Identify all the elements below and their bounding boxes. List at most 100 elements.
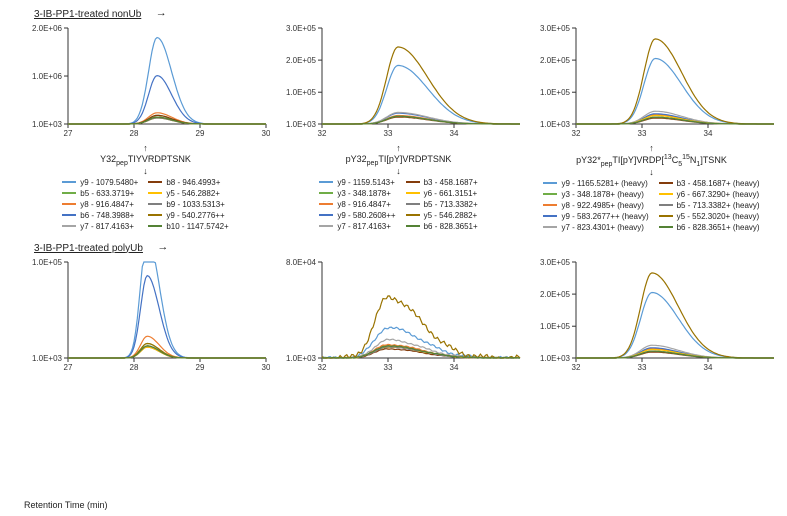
- legend-item: y9 - 583.2677++ (heavy): [543, 212, 648, 221]
- legend-item: y6 - 667.3290+ (heavy): [659, 190, 760, 199]
- legend-label: y3 - 348.1878+: [337, 189, 391, 198]
- svg-text:33: 33: [384, 363, 393, 372]
- svg-text:1.0E+03: 1.0E+03: [286, 120, 317, 129]
- legend-label: y9 - 1165.5281+ (heavy): [561, 179, 647, 188]
- bottom-row: 1.0E+031.0E+05272829301.0E+038.0E+043233…: [22, 256, 775, 376]
- svg-text:3.0E+05: 3.0E+05: [540, 258, 571, 267]
- legend-label: y6 - 667.3290+ (heavy): [677, 190, 760, 199]
- legend-label: y8 - 916.4847+: [80, 200, 134, 209]
- top-section-text: 3-IB-PP1-treated nonUb: [34, 9, 141, 20]
- legend-item: y3 - 348.1878+ (heavy): [543, 190, 648, 199]
- ion-legend: y9 - 1079.5480+b8 - 946.4993+b5 - 633.37…: [62, 178, 228, 231]
- top-section-label: 3-IB-PP1-treated nonUb →: [28, 4, 775, 22]
- legend-swatch: [659, 204, 673, 206]
- bottom-section-label: 3-IB-PP1-treated polyUb →: [28, 238, 775, 256]
- legend-label: b6 - 748.3988+: [80, 211, 134, 220]
- svg-text:1.0E+05: 1.0E+05: [286, 88, 317, 97]
- legend-swatch: [148, 192, 162, 194]
- legend-item: y3 - 348.1878+: [319, 189, 395, 198]
- legend-swatch: [62, 203, 76, 205]
- column-header: ↑pY32pepTI[pY]VRDPTSNK↓y9 - 1159.5143+b3…: [275, 144, 522, 232]
- svg-text:32: 32: [572, 363, 581, 372]
- chromatogram-panel: 1.0E+031.0E+062.0E+0627282930: [22, 22, 270, 142]
- legend-label: b5 - 633.3719+: [80, 189, 134, 198]
- svg-text:29: 29: [196, 129, 205, 138]
- ion-legend: y9 - 1159.5143+b3 - 458.1687+y3 - 348.18…: [319, 178, 477, 231]
- arrow-down-icon: ↓: [396, 167, 401, 175]
- svg-text:30: 30: [262, 129, 270, 138]
- column-header: ↑pY32*pepTI[pY]VRDP[13C515N1]TSNK↓y9 - 1…: [528, 144, 775, 232]
- svg-text:2.0E+05: 2.0E+05: [540, 56, 571, 65]
- legend-swatch: [148, 225, 162, 227]
- arrow-icon: →: [156, 7, 167, 19]
- svg-text:3.0E+05: 3.0E+05: [286, 24, 317, 33]
- legend-label: y3 - 348.1878+ (heavy): [561, 190, 644, 199]
- legend-item: y9 - 540.2776++: [148, 211, 228, 220]
- bottom-section-text: 3-IB-PP1-treated polyUb: [34, 243, 143, 254]
- svg-text:1.0E+03: 1.0E+03: [286, 354, 317, 363]
- svg-text:34: 34: [450, 129, 459, 138]
- legend-label: y5 - 552.3020+ (heavy): [677, 212, 760, 221]
- chromatogram-panel: 1.0E+031.0E+052.0E+053.0E+05323334: [276, 22, 524, 142]
- legend-item: y9 - 580.2608++: [319, 211, 395, 220]
- legend-label: y8 - 922.4985+ (heavy): [561, 201, 644, 210]
- svg-text:33: 33: [384, 129, 393, 138]
- svg-text:1.0E+05: 1.0E+05: [540, 88, 571, 97]
- legend-swatch: [62, 214, 76, 216]
- svg-text:30: 30: [262, 363, 270, 372]
- legend-label: b10 - 1147.5742+: [166, 222, 228, 231]
- chromatogram-panel: 1.0E+031.0E+052.0E+053.0E+05323334: [530, 256, 778, 376]
- arrow-icon: →: [157, 241, 168, 253]
- svg-text:3.0E+05: 3.0E+05: [540, 24, 571, 33]
- arrow-up-icon: ↑: [143, 144, 148, 152]
- legend-item: y7 - 817.4163+: [62, 222, 138, 231]
- legend-label: y9 - 583.2677++ (heavy): [561, 212, 648, 221]
- svg-text:28: 28: [130, 363, 139, 372]
- legend-label: b3 - 458.1687+ (heavy): [677, 179, 760, 188]
- figure-root: 3-IB-PP1-treated nonUb → 1.0E+031.0E+062…: [0, 0, 787, 516]
- svg-text:8.0E+04: 8.0E+04: [286, 258, 317, 267]
- retention-time-label: Retention Time (min): [24, 500, 108, 510]
- legend-item: b10 - 1147.5742+: [148, 222, 228, 231]
- svg-text:33: 33: [638, 363, 647, 372]
- svg-text:32: 32: [318, 129, 327, 138]
- legend-swatch: [543, 226, 557, 228]
- svg-text:1.0E+03: 1.0E+03: [540, 120, 571, 129]
- chromatogram-panel: 1.0E+038.0E+04323334: [276, 256, 524, 376]
- legend-item: b6 - 828.3651+ (heavy): [659, 223, 760, 232]
- svg-text:34: 34: [704, 363, 713, 372]
- legend-swatch: [62, 181, 76, 183]
- legend-swatch: [319, 225, 333, 227]
- legend-swatch: [319, 203, 333, 205]
- legend-swatch: [148, 214, 162, 216]
- legend-item: y7 - 817.4163+: [319, 222, 395, 231]
- legend-label: y7 - 817.4163+: [337, 222, 391, 231]
- legend-label: y9 - 540.2776++: [166, 211, 224, 220]
- svg-text:34: 34: [704, 129, 713, 138]
- svg-text:1.0E+05: 1.0E+05: [32, 258, 63, 267]
- legend-swatch: [543, 215, 557, 217]
- legend-swatch: [319, 192, 333, 194]
- ion-legend: y9 - 1165.5281+ (heavy) b3 - 458.1687+ (h…: [543, 179, 759, 232]
- arrow-down-icon: ↓: [649, 168, 654, 176]
- legend-swatch: [543, 182, 557, 184]
- mid-region: ↑Y32pepTIYVRDPTSNK↓y9 - 1079.5480+b8 - 9…: [22, 144, 775, 232]
- legend-item: b3 - 458.1687+: [406, 178, 478, 187]
- legend-item: y5 - 546.2882+: [148, 189, 228, 198]
- svg-text:34: 34: [450, 363, 459, 372]
- legend-label: y5 - 546.2882+: [166, 189, 220, 198]
- legend-item: y9 - 1079.5480+: [62, 178, 138, 187]
- legend-item: b6 - 828.3651+: [406, 222, 478, 231]
- legend-item: b5 - 633.3719+: [62, 189, 138, 198]
- legend-item: y8 - 916.4847+: [319, 200, 395, 209]
- legend-swatch: [319, 181, 333, 183]
- legend-label: b5 - 713.3382+: [424, 200, 478, 209]
- legend-swatch: [148, 203, 162, 205]
- legend-item: y5 - 552.3020+ (heavy): [659, 212, 760, 221]
- svg-text:1.0E+03: 1.0E+03: [540, 354, 571, 363]
- arrow-up-icon: ↑: [649, 144, 654, 152]
- legend-label: y9 - 580.2608++: [337, 211, 395, 220]
- legend-swatch: [659, 193, 673, 195]
- peptide-title: pY32pepTI[pY]VRDPTSNK: [346, 154, 452, 167]
- legend-label: y6 - 661.3151+: [424, 189, 478, 198]
